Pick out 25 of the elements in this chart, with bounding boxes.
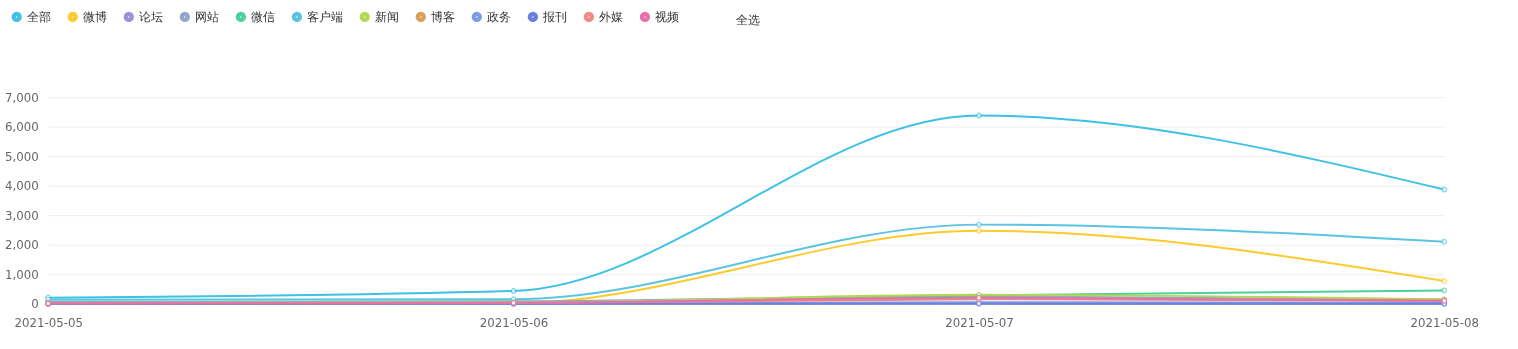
x-tick-label: 2021-05-08	[1410, 315, 1479, 330]
y-tick-label: 6,000	[5, 120, 39, 135]
legend-label: 全部	[26, 9, 51, 24]
x-tick-label: 2021-05-07	[945, 315, 1014, 330]
y-tick-label: 1,000	[5, 267, 39, 282]
y-tick-label: 2,000	[5, 238, 39, 253]
y-tick-label: 7,000	[5, 90, 39, 105]
legend-label: 论坛	[138, 9, 163, 24]
legend-label: 博客	[430, 9, 455, 24]
x-tick-label: 2021-05-05	[14, 315, 83, 330]
legend-label: 视频	[654, 9, 679, 24]
legend-label: 客户端	[306, 9, 343, 24]
legend-label: 新闻	[374, 9, 399, 24]
y-tick-label: 4,000	[5, 179, 39, 194]
legend-label: 政务	[486, 9, 511, 24]
legend-label: 微信	[250, 9, 275, 24]
y-tick-label: 0	[31, 297, 39, 312]
y-tick-label: 3,000	[5, 208, 39, 223]
legend-label: 网站	[194, 9, 219, 24]
legend-label: 外媒	[598, 9, 623, 24]
y-tick-label: 5,000	[5, 149, 39, 164]
legend-label: 微博	[82, 9, 107, 24]
legend-label: 报刊	[541, 9, 567, 24]
x-tick-label: 2021-05-06	[479, 315, 549, 330]
text: 全选	[736, 13, 761, 28]
